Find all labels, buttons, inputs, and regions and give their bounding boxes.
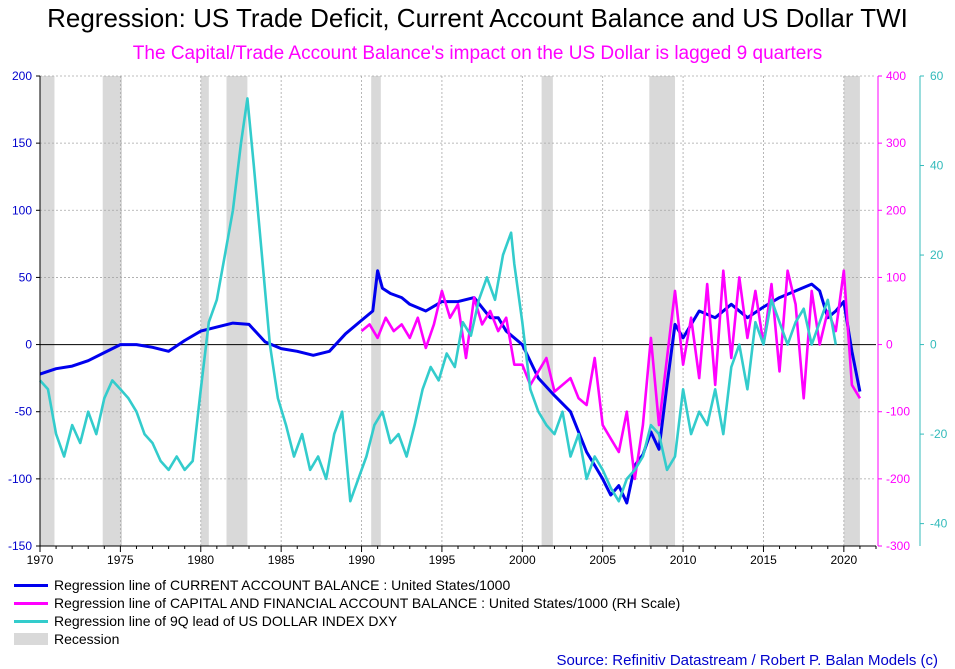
series-line-1 bbox=[360, 269, 862, 481]
recession-band-0 bbox=[40, 76, 55, 546]
legend-item-capital-account: Regression line of CAPITAL AND FINANCIAL… bbox=[14, 594, 680, 612]
chart-title: Regression: US Trade Deficit, Current Ac… bbox=[47, 3, 908, 33]
recession-band-5 bbox=[541, 76, 553, 546]
axes: 1970 1975 1980 1985 1990 1995 2000 2005 2010 2015… bbox=[8, 69, 948, 567]
x-tick-label-1980: 1980 bbox=[187, 553, 214, 567]
legend: Regression line of CURRENT ACCOUNT BALAN… bbox=[14, 576, 680, 648]
y-right2-tick-label-60: 60 bbox=[930, 69, 944, 83]
y-left-tick-label-150: 150 bbox=[12, 136, 32, 150]
y-right1-tick-label-400: 400 bbox=[886, 69, 906, 83]
recession-band-6 bbox=[649, 76, 676, 546]
y-left-tick-label-50: 50 bbox=[19, 270, 33, 284]
legend-item-recession: Recession bbox=[14, 630, 680, 648]
x-tick-label-1975: 1975 bbox=[107, 553, 134, 567]
chart-subtitle: The Capital/Trade Account Balance's impa… bbox=[132, 43, 823, 64]
legend-label-capital-account: Regression line of CAPITAL AND FINANCIAL… bbox=[54, 595, 681, 611]
y-right2-tick-label--20: -20 bbox=[930, 427, 948, 441]
legend-label-current-account: Regression line of CURRENT ACCOUNT BALAN… bbox=[54, 577, 511, 593]
legend-swatch-current-account bbox=[14, 583, 48, 587]
x-tick-label-2020: 2020 bbox=[830, 553, 857, 567]
x-tick-label-2000: 2000 bbox=[509, 553, 536, 567]
recession-band-4 bbox=[371, 76, 381, 546]
y-right2-tick-label--40: -40 bbox=[930, 517, 948, 531]
y-right1-tick-label--200: -200 bbox=[886, 472, 910, 486]
recession-band-1 bbox=[102, 76, 122, 546]
legend-swatch-recession bbox=[14, 633, 48, 645]
y-left-tick-label-200: 200 bbox=[12, 69, 32, 83]
legend-item-dollar-index: Regression line of 9Q lead of US DOLLAR … bbox=[14, 612, 680, 630]
y-left-tick-label-0: 0 bbox=[25, 338, 32, 352]
y-left-tick-label-100: 100 bbox=[12, 203, 32, 217]
y-right2-tick-label-40: 40 bbox=[930, 159, 944, 173]
y-right1-tick-label-0: 0 bbox=[886, 338, 893, 352]
legend-label-recession: Recession bbox=[54, 631, 120, 647]
y-right1-tick-label-100: 100 bbox=[886, 270, 906, 284]
y-left-tick-label--150: -150 bbox=[8, 539, 32, 553]
legend-item-current-account: Regression line of CURRENT ACCOUNT BALAN… bbox=[14, 576, 680, 594]
y-left-tick-label--100: -100 bbox=[8, 472, 32, 486]
x-tick-label-2010: 2010 bbox=[670, 553, 697, 567]
legend-swatch-dollar-index bbox=[14, 619, 48, 623]
x-tick-label-1970: 1970 bbox=[27, 553, 54, 567]
y-right1-tick-label--100: -100 bbox=[886, 405, 910, 419]
source-note: Source: Refinitiv Datastream / Robert P.… bbox=[556, 652, 938, 669]
x-tick-label-1995: 1995 bbox=[429, 553, 456, 567]
recession-bands bbox=[40, 76, 860, 546]
legend-label-dollar-index: Regression line of 9Q lead of US DOLLAR … bbox=[54, 613, 398, 629]
x-tick-label-1990: 1990 bbox=[348, 553, 375, 567]
x-tick-label-2005: 2005 bbox=[589, 553, 616, 567]
y-right2-tick-label-20: 20 bbox=[930, 248, 944, 262]
recession-band-2 bbox=[200, 76, 209, 546]
y-right1-tick-label--300: -300 bbox=[886, 539, 910, 553]
y-right1-tick-label-300: 300 bbox=[886, 136, 906, 150]
y-right2-tick-label-0: 0 bbox=[930, 338, 937, 352]
legend-swatch-capital-account bbox=[14, 601, 48, 605]
recession-band-7 bbox=[843, 76, 860, 546]
recession-band-3 bbox=[226, 76, 248, 546]
x-tick-label-1985: 1985 bbox=[268, 553, 295, 567]
y-left-tick-label--50: -50 bbox=[15, 405, 33, 419]
series-lines bbox=[39, 97, 862, 505]
series-line-2 bbox=[39, 97, 838, 503]
y-right1-tick-label-200: 200 bbox=[886, 203, 906, 217]
x-tick-label-2015: 2015 bbox=[750, 553, 777, 567]
